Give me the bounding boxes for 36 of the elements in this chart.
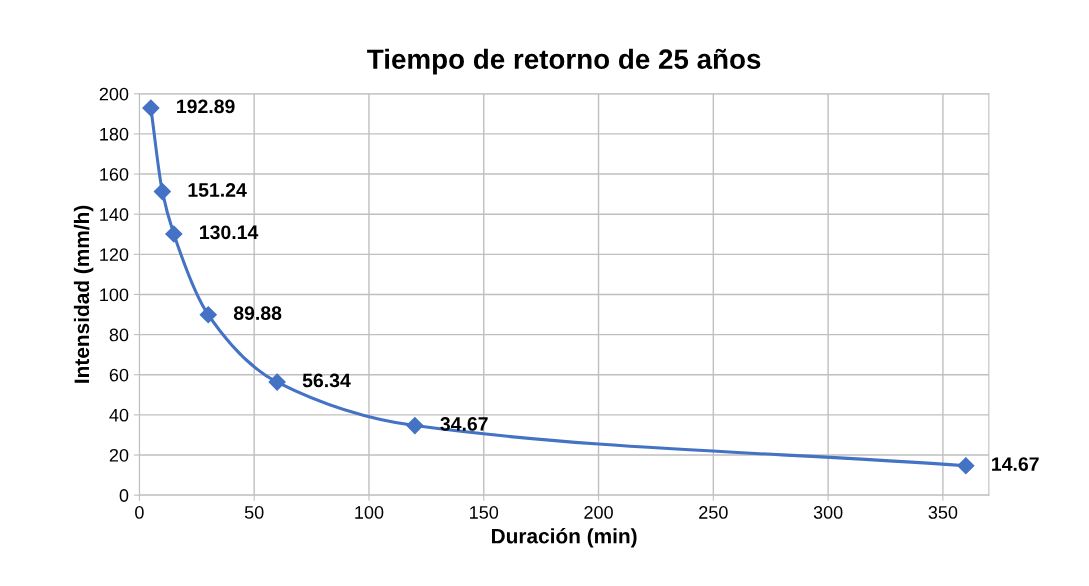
data-label: 34.67 [440,417,488,431]
y-tick-label: 120 [100,248,129,262]
y-tick-label: 140 [100,208,129,221]
point [165,225,183,243]
y-tick-label: 180 [100,127,129,141]
point [268,373,286,391]
x-tick-label: 350 [928,506,958,519]
data-label: 192.89 [177,99,235,114]
y-tick-label: 100 [100,288,129,302]
y-tick-label: 60 [109,368,129,382]
y-tick-label: 0 [119,489,129,502]
y-tick-label: 80 [109,328,129,342]
data-label: 56.34 [302,373,351,388]
point [199,306,217,324]
point [957,457,975,475]
y-tick-label: 20 [109,448,129,462]
point [406,417,424,435]
point [142,99,160,117]
x-axis-title: Duración (min) [492,527,637,548]
x-tick-label: 250 [699,506,728,519]
data-label: 130.14 [200,225,259,240]
point [153,183,171,201]
data-label: 14.67 [992,457,1039,471]
y-tick-label: 200 [99,87,129,101]
chart-title: Tiempo de retorno de 25 años [367,48,761,75]
data-label: 151.24 [188,183,247,197]
x-tick-label: 150 [470,506,499,519]
x-tick-label: 300 [813,506,843,519]
y-tick-label: 160 [100,167,129,181]
x-tick-label: 200 [584,506,613,519]
data-label: 89.88 [233,306,282,320]
x-tick-label: 100 [355,506,384,519]
y-tick-label: 40 [109,408,129,422]
y-axis-title: Intensidad (mm/h) [73,205,94,383]
x-tick-label: 50 [244,506,264,519]
x-tick-label: 0 [135,506,144,519]
